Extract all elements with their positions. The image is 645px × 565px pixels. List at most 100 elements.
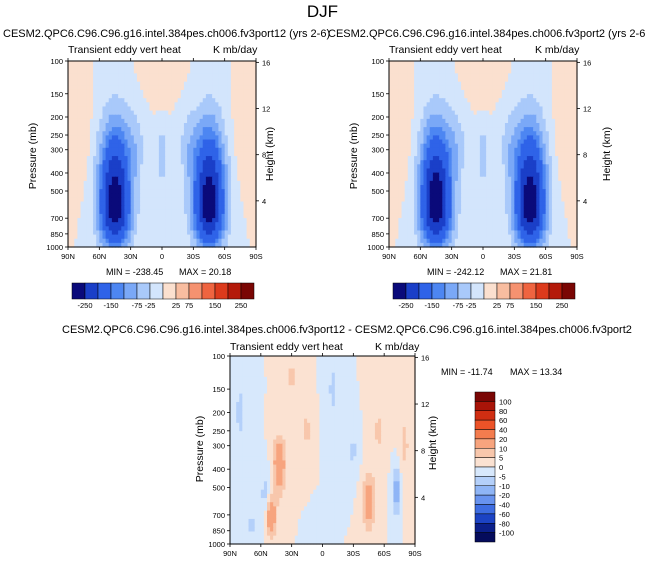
colorbar-swatch [474,494,496,505]
height-tick-label: 8 [421,447,425,456]
colorbar-label: 250 [556,301,569,310]
pressure-tick-label: 500 [50,187,63,196]
colorbar-swatch [474,504,496,515]
colorbar-swatch [474,410,496,421]
pressure-tick-label: 700 [212,511,225,520]
lat-tick-label: 60N [254,549,268,558]
pressure-tick-label: 200 [371,113,384,122]
panel1-left-subtitle: Transient eddy vert heat [68,44,181,56]
panel3-min: MIN = -11.74 [441,367,493,377]
pressure-tick-label: 1000 [367,243,384,252]
lat-tick-label: 90N [382,252,396,261]
colorbar-label: -25 [145,301,156,310]
height-tick-label: 12 [262,105,270,114]
pressure-tick-label: 1000 [208,540,225,549]
height-tick-label: 16 [262,58,270,67]
pressure-tick-label: 850 [212,527,225,536]
colorbar-swatch [474,523,496,533]
pressure-tick-label: 400 [50,169,63,178]
colorbar-label: -150 [424,301,439,310]
colorbar-swatch [474,485,496,496]
panel2-title: CESM2.QPC6.C96.C96.g16.intel.384pes.ch00… [328,28,645,40]
pressure-tick-label: 100 [212,352,225,361]
panel3-title: CESM2.QPC6.C96.C96.g16.intel.384pes.ch00… [62,324,632,336]
colorbar-label: -80 [499,519,510,528]
panel2-min: MIN = -242.12 [427,267,485,277]
height-tick-label: 12 [421,400,429,409]
colorbar-label: -75 [132,301,143,310]
height-tick-label: 8 [262,151,266,160]
panel1-min: MIN = -238.45 [106,267,164,277]
pressure-tick-label: 500 [212,483,225,492]
lat-tick-label: 90N [61,252,75,261]
pressure-tick-label: 250 [371,131,384,140]
colorbar-label: -40 [499,501,510,510]
colorbar-label: -10 [499,482,510,491]
pressure-tick-label: 300 [371,146,384,155]
height-tick-label: 4 [583,197,587,206]
colorbar-swatch [474,401,496,411]
pressure-tick-label: 150 [212,385,225,394]
pressure-tick-label: 700 [50,214,63,223]
colorbar-swatch [474,448,496,458]
panel1-max: MAX = 20.18 [179,267,232,277]
lat-tick-label: 60N [413,252,427,261]
lat-tick-label: 30S [347,549,360,558]
colorbar-label: -75 [453,301,464,310]
pressure-tick-label: 300 [50,146,63,155]
colorbar-label: 60 [499,416,507,425]
lat-tick-label: 90S [408,549,421,558]
lat-tick-label: 60S [218,252,231,261]
height-tick-label: 12 [583,105,591,114]
lat-tick-label: 30N [285,549,299,558]
colorbar-label: 25 [493,301,501,310]
pressure-tick-label: 150 [371,90,384,99]
colorbar-swatch [474,429,496,440]
lat-tick-label: 30N [124,252,138,261]
colorbar-label: -5 [499,472,506,481]
pressure-tick-label: 1000 [46,243,63,252]
colorbar-label: 5 [499,454,503,463]
pressure-tick-label: 150 [50,90,63,99]
colorbar-label: 0 [499,463,503,472]
pressure-tick-label: 200 [212,409,225,418]
colorbar-label: -150 [103,301,118,310]
colorbar-label: 100 [499,397,512,406]
field-panel1 [68,61,257,248]
colorbar-swatch [474,391,496,402]
lat-tick-label: 90N [223,549,237,558]
colorbar-label: 75 [506,301,514,310]
panel3-max: MAX = 13.34 [510,367,563,377]
height-tick-label: 4 [262,197,266,206]
colorbar-swatch [474,419,496,430]
height-tick-label: 16 [583,58,591,67]
colorbar-label: 75 [185,301,193,310]
lat-tick-label: 60N [92,252,106,261]
pressure-tick-label: 500 [371,187,384,196]
colorbar-label: 80 [499,407,507,416]
pressure-tick-label: 300 [212,442,225,451]
lat-tick-label: 30N [445,252,459,261]
panel2-max: MAX = 21.81 [500,267,553,277]
lat-tick-label: 60S [539,252,552,261]
colorbar-label: 150 [209,301,222,310]
lat-tick-label: 30S [187,252,200,261]
lat-tick-label: 0 [160,252,164,261]
colorbar-label: 150 [530,301,543,310]
pressure-tick-label: 200 [50,113,63,122]
height-tick-label: 4 [421,493,425,502]
colorbar-swatch [240,282,255,300]
colorbar-label: 10 [499,444,507,453]
colorbar-swatch [474,466,496,477]
lat-tick-label: 60S [377,549,390,558]
colorbar-label: 40 [499,426,507,435]
colorbar-label: -100 [499,529,514,538]
pressure-tick-label: 400 [371,169,384,178]
panel2-right-subtitle: K mb/day [535,44,580,56]
colorbar-label: -20 [499,491,510,500]
pressure-tick-label: 100 [371,57,384,66]
panel1-right-subtitle: K mb/day [213,44,258,56]
pressure-tick-label: 850 [50,230,63,239]
